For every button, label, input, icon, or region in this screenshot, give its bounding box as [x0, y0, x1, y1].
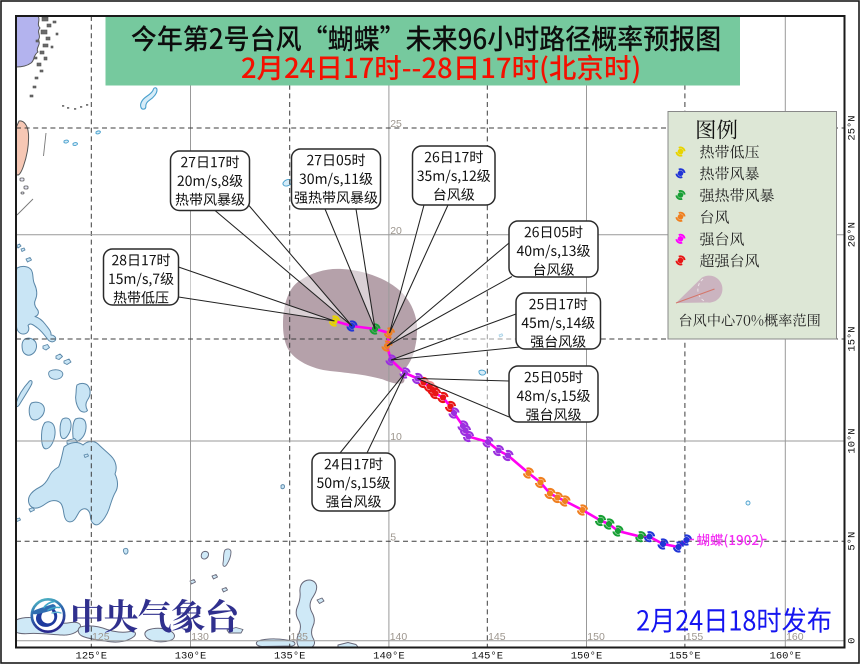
- svg-text:140: 140: [390, 631, 408, 643]
- svg-text:150°E: 150°E: [571, 650, 603, 662]
- svg-text:155: 155: [686, 631, 704, 643]
- svg-text:125: 125: [92, 631, 110, 643]
- svg-text:155°E: 155°E: [669, 650, 701, 662]
- svg-text:25: 25: [390, 118, 402, 130]
- svg-text:125°E: 125°E: [76, 650, 108, 662]
- svg-text:5°N: 5°N: [847, 532, 859, 551]
- svg-text:10°N: 10°N: [847, 428, 859, 453]
- svg-text:25°N: 25°N: [847, 115, 859, 140]
- svg-text:10: 10: [390, 431, 402, 443]
- svg-text:145°E: 145°E: [472, 650, 504, 662]
- svg-text:145: 145: [488, 631, 506, 643]
- svg-text:150: 150: [587, 631, 605, 643]
- svg-text:160: 160: [786, 631, 804, 643]
- svg-text:140°E: 140°E: [373, 650, 405, 662]
- svg-text:130: 130: [191, 631, 209, 643]
- svg-text:0: 0: [847, 638, 859, 644]
- svg-text:135: 135: [291, 631, 309, 643]
- svg-text:15°N: 15°N: [847, 326, 859, 351]
- svg-text:135°E: 135°E: [274, 650, 306, 662]
- svg-text:160°E: 160°E: [770, 650, 802, 662]
- svg-text:130°E: 130°E: [175, 650, 207, 662]
- svg-text:20°N: 20°N: [847, 222, 859, 247]
- svg-text:20: 20: [390, 225, 402, 237]
- svg-text:5: 5: [390, 531, 396, 543]
